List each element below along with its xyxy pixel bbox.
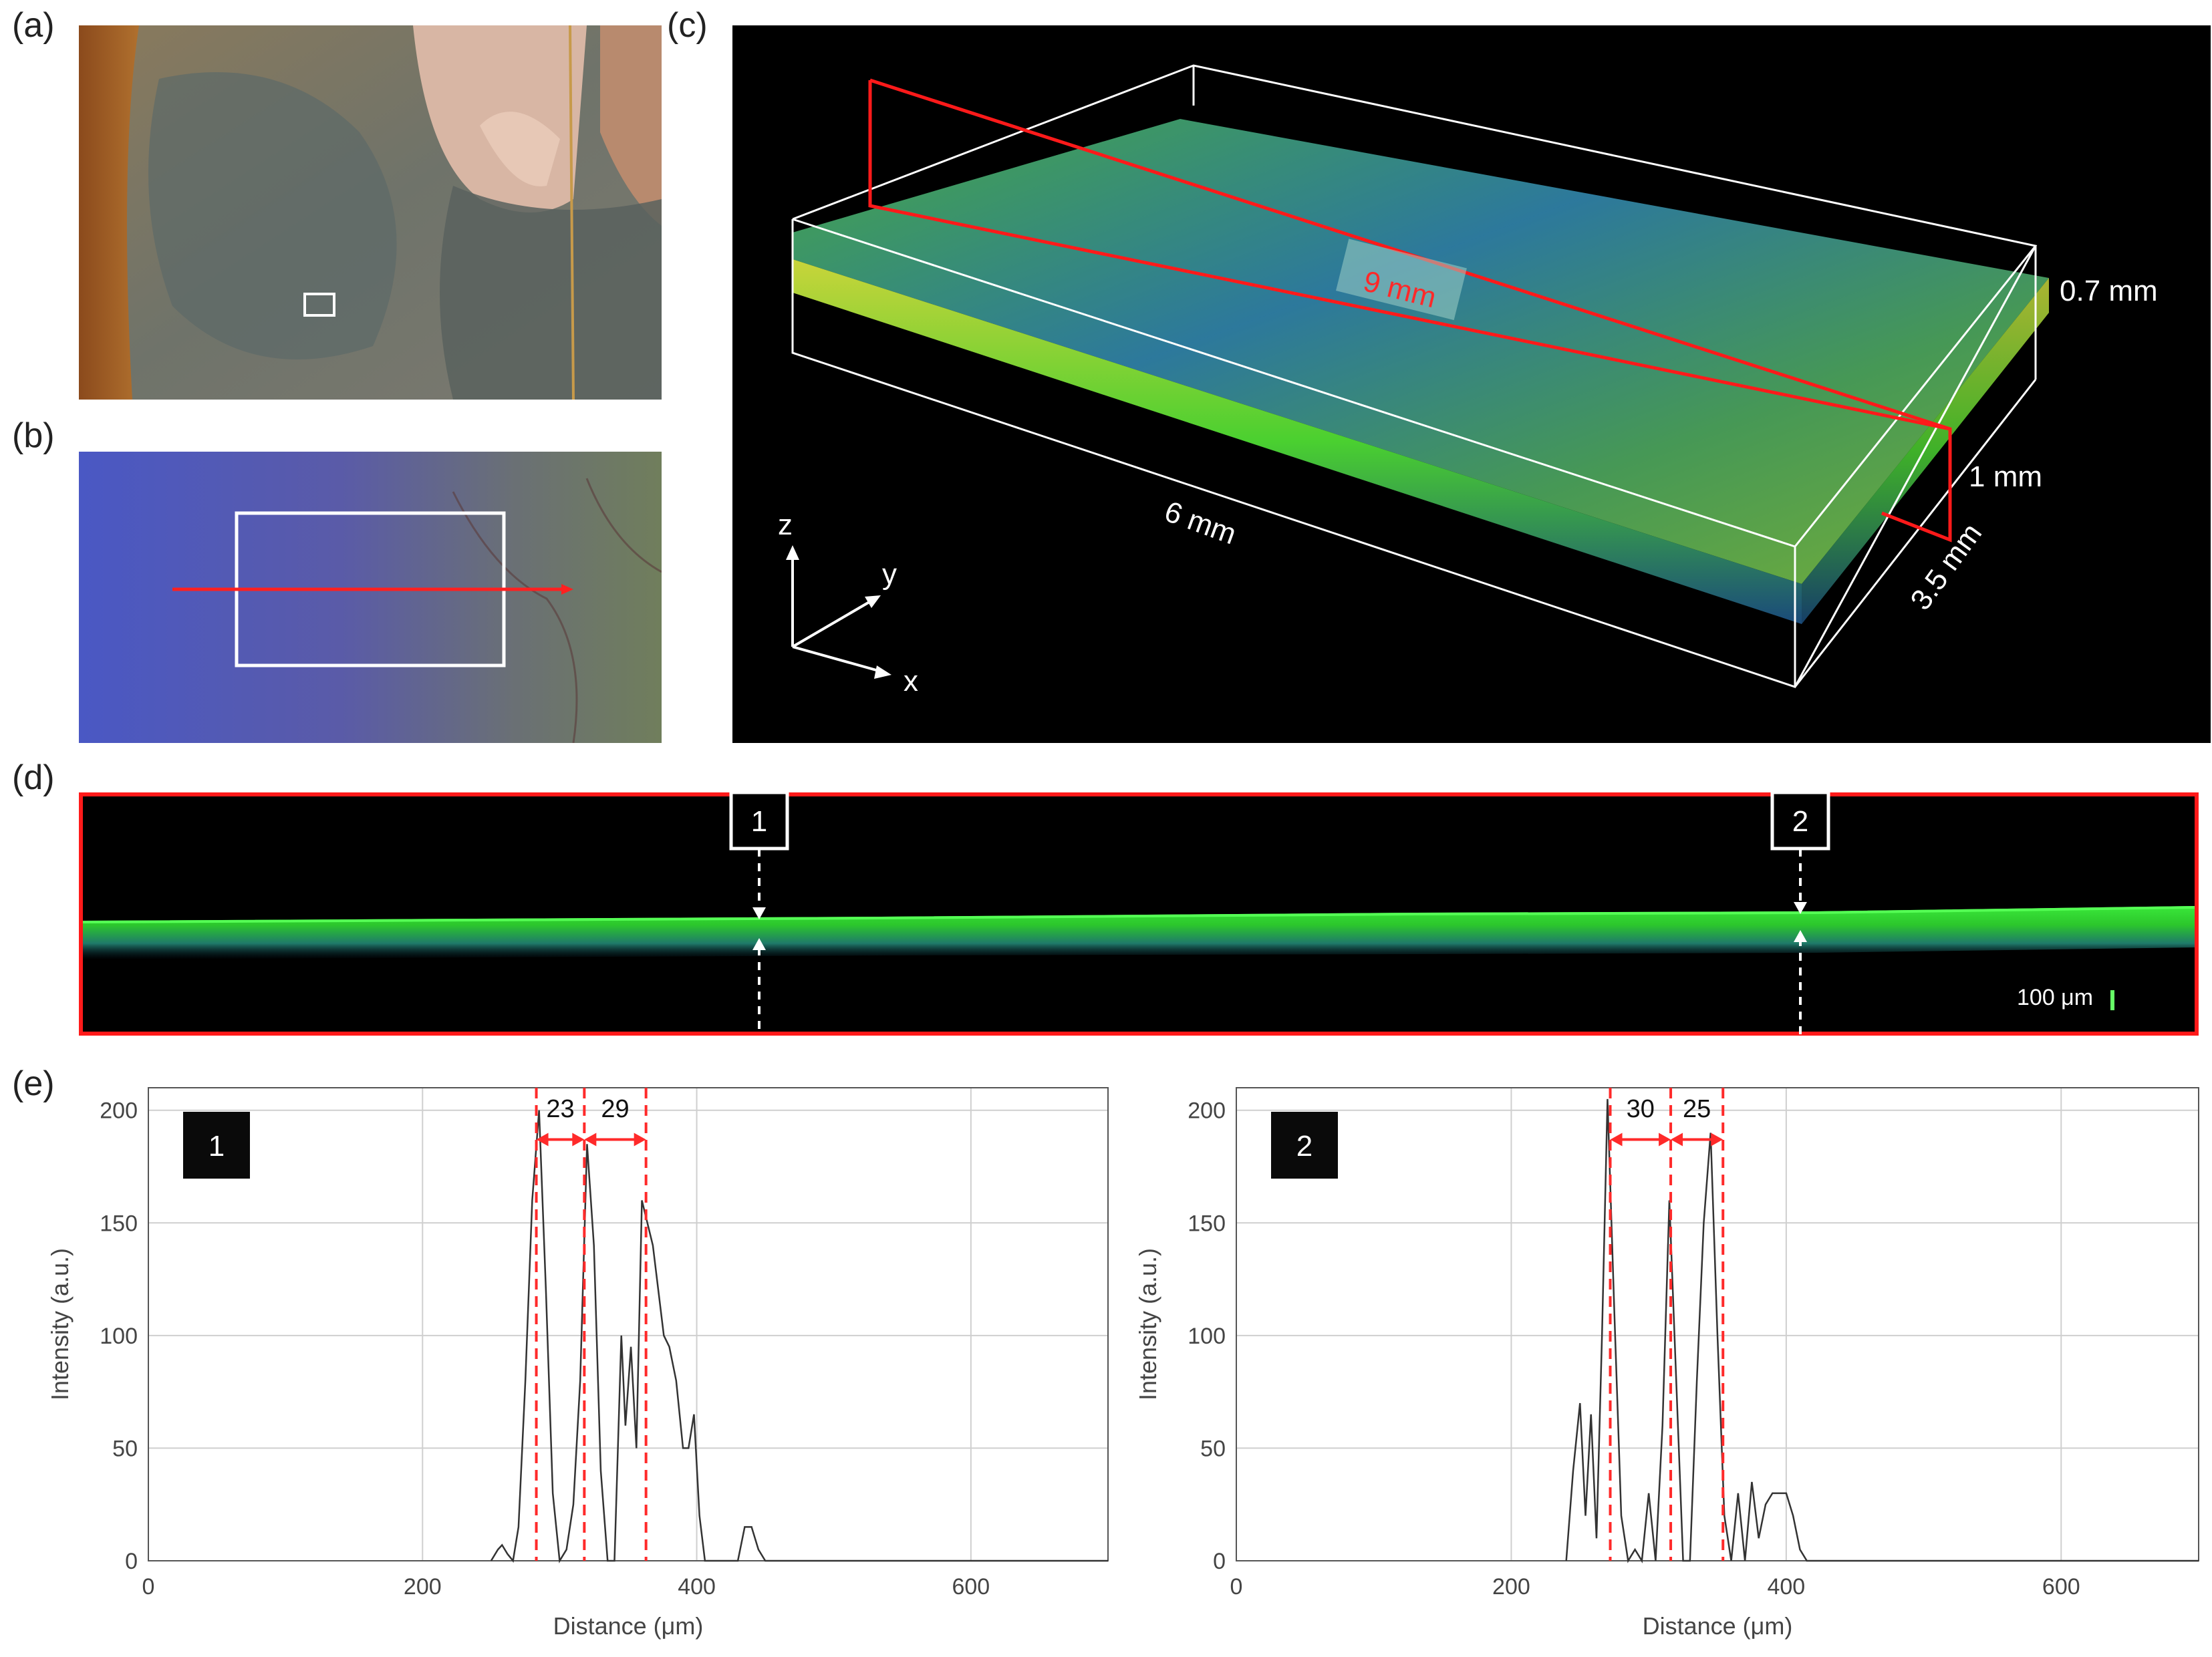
plot-frame	[1236, 1087, 2199, 1561]
interval-label: 29	[601, 1095, 629, 1123]
y-axis-label: Intensity (a.u.)	[1134, 1248, 1161, 1400]
x-tick-label: 600	[2042, 1574, 2080, 1600]
interval-arrowhead	[1671, 1133, 1683, 1147]
interval-arrowhead	[584, 1133, 597, 1147]
x-tick-label: 400	[1767, 1574, 1805, 1600]
chart-2: 0 200 400 600 0 50 100 150 200 Distance (μm) Inten…	[1134, 1087, 2199, 1640]
interval-arrowhead	[536, 1133, 549, 1147]
chart-badge-label: 2	[1296, 1130, 1312, 1163]
interval-arrowhead	[1610, 1133, 1623, 1147]
y-axis-label: Intensity (a.u.)	[46, 1248, 74, 1400]
panel-c-label: (c)	[667, 6, 708, 45]
panel-b-label: (b)	[12, 416, 55, 455]
interval-arrowhead	[572, 1133, 585, 1147]
axis-triad	[786, 545, 891, 679]
interval-arrowhead	[1659, 1133, 1671, 1147]
panel-a-label: (a)	[12, 6, 55, 45]
x-tick-label: 400	[678, 1574, 716, 1600]
chart-badge-label: 1	[209, 1130, 225, 1163]
y-tick-label: 150	[100, 1211, 138, 1236]
oct-bscan: 1 2 100 μm	[79, 792, 2199, 1036]
x-tick-label: 200	[1492, 1574, 1530, 1600]
dim-slice-height: 1 mm	[1969, 460, 2042, 493]
series-line	[490, 1110, 1108, 1563]
panel-e-label: (e)	[12, 1064, 55, 1103]
intensity-chart-2: 0 200 400 600 0 50 100 150 200 Distance (μm) Inten…	[1134, 1087, 2199, 1640]
intensity-chart-1: 0 200 400 600 0 50 100 150 200 Distance (μm) Inten…	[46, 1087, 1109, 1640]
interval-label: 25	[1683, 1095, 1711, 1123]
y-tick-label: 200	[1188, 1098, 1226, 1124]
y-tick-label: 0	[125, 1549, 138, 1574]
bounding-box	[791, 64, 2038, 688]
axis-y-label: y	[882, 558, 897, 591]
axis-x-label: x	[904, 665, 918, 698]
microscope-photo	[79, 452, 662, 743]
bscan-marker-1: 1	[751, 805, 767, 838]
chart-badge	[1271, 1112, 1338, 1179]
series-line	[1565, 1098, 2199, 1563]
y-tick-label: 50	[112, 1436, 138, 1461]
x-tick-label: 600	[952, 1574, 990, 1600]
bscan-marker-2: 2	[1792, 805, 1808, 838]
y-tick-label: 50	[1200, 1436, 1226, 1461]
interval-arrowhead	[1711, 1133, 1723, 1147]
x-tick-label: 200	[404, 1574, 442, 1600]
dim-height: 0.7 mm	[2060, 275, 2158, 307]
oct-3d-volume: 9 mm 0.7 mm 1 mm 6 mm 3.5 mm z y x	[732, 25, 2211, 743]
y-tick-label: 100	[1188, 1324, 1226, 1349]
axis-z-label: z	[778, 508, 793, 541]
y-tick-label: 150	[1188, 1211, 1226, 1236]
x-axis-label: Distance (μm)	[553, 1612, 704, 1640]
chart-1: 0 200 400 600 0 50 100 150 200 Distance (μm) Inten…	[46, 1087, 1109, 1640]
y-tick-label: 200	[100, 1098, 138, 1124]
plot-frame	[148, 1087, 1109, 1561]
y-tick-label: 0	[1213, 1549, 1226, 1574]
panel-d-label: (d)	[12, 758, 55, 797]
roi-box-a	[303, 293, 335, 317]
chart-badge	[183, 1112, 250, 1179]
x-axis-label: Distance (μm)	[1643, 1612, 1793, 1640]
y-tick-label: 100	[100, 1324, 138, 1349]
interval-label: 30	[1627, 1095, 1655, 1123]
x-tick-label: 0	[1230, 1574, 1243, 1600]
interval-label: 23	[546, 1095, 574, 1123]
x-tick-label: 0	[142, 1574, 155, 1600]
interval-arrowhead	[634, 1133, 646, 1147]
scale-bar-label: 100 μm	[2017, 985, 2093, 1010]
scale-bar	[2110, 990, 2114, 1010]
painting-photo	[79, 25, 662, 400]
